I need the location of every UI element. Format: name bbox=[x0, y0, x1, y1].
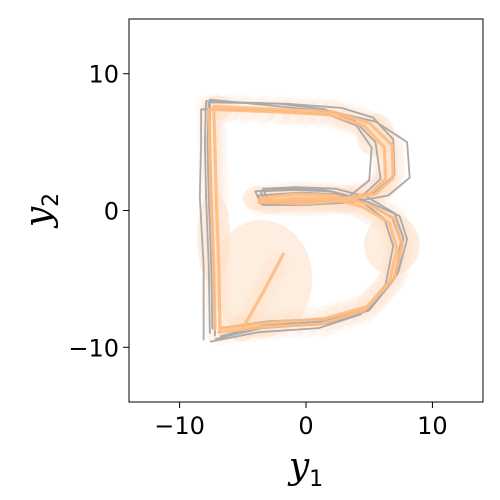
prediction-layer bbox=[207, 104, 404, 334]
prediction-trajectory bbox=[241, 252, 285, 330]
prediction-trajectory bbox=[221, 192, 404, 330]
plot-area bbox=[196, 92, 420, 346]
uncertainty-ellipse bbox=[211, 220, 313, 338]
x-tick-label: 0 bbox=[298, 412, 313, 440]
y-axis-label-sub: 2 bbox=[39, 193, 64, 207]
x-axis-label-sub: 1 bbox=[309, 467, 323, 492]
x-axis-label: y1 bbox=[287, 446, 323, 492]
y-tick-label: −10 bbox=[68, 334, 119, 362]
y-axis-label: y2 bbox=[18, 193, 64, 229]
y-tick-label: 0 bbox=[104, 198, 119, 226]
ticks-layer: −10 0 10 −10 0 10 bbox=[68, 61, 447, 440]
x-tick-label: −10 bbox=[154, 412, 205, 440]
prediction-trajectory bbox=[217, 196, 399, 334]
x-tick-label: 10 bbox=[417, 412, 448, 440]
y-tick-label: 10 bbox=[88, 61, 119, 89]
